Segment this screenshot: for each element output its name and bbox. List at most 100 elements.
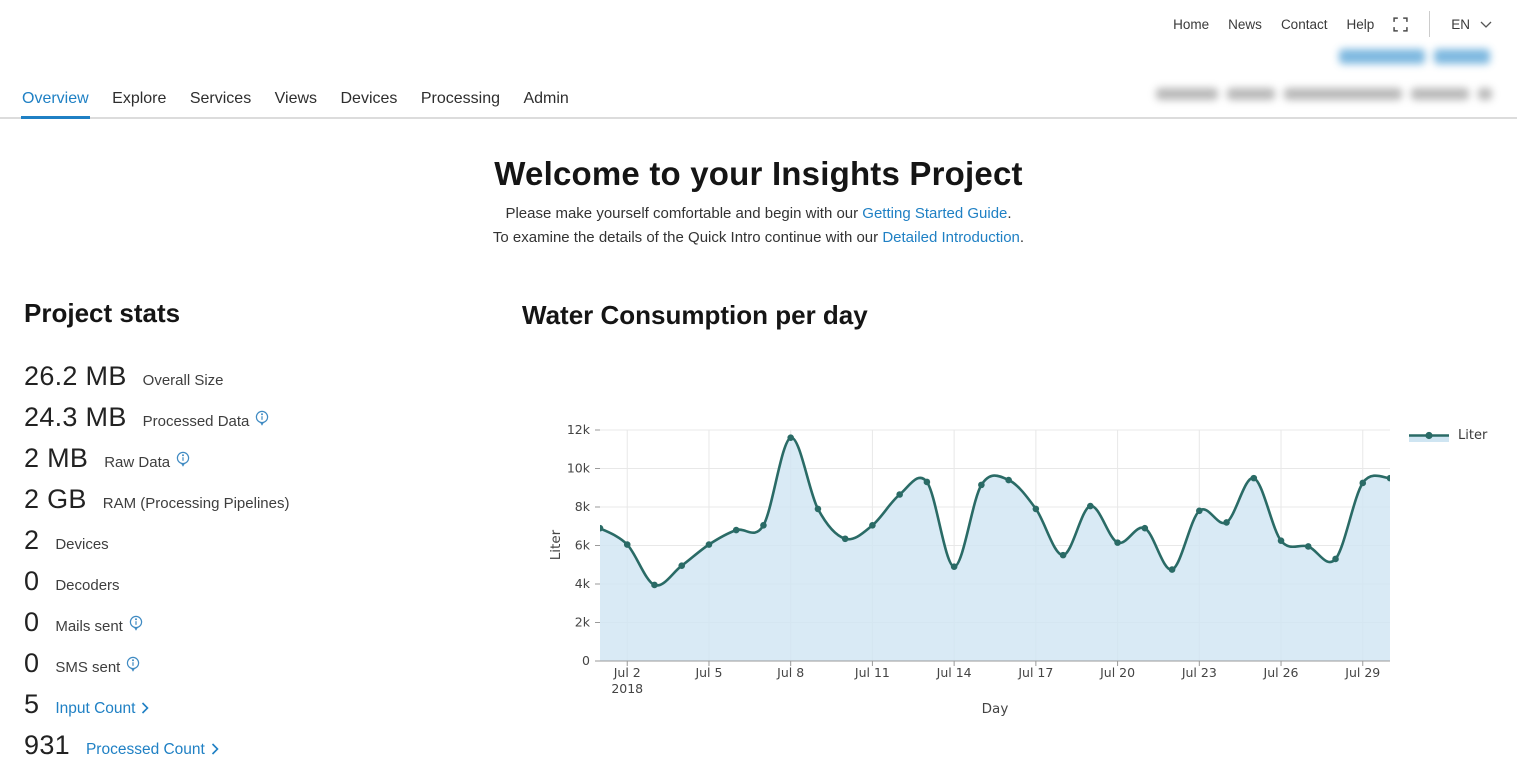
svg-text:Jul 11: Jul 11 [854, 665, 890, 680]
stat-value: 0 [24, 648, 40, 678]
stat-label-text: Devices [55, 536, 109, 553]
stat-label-text: Input Count [55, 700, 136, 717]
topbar-link-home[interactable]: Home [1173, 16, 1210, 32]
stat-row: 2 Devices [24, 525, 504, 566]
tab-devices[interactable]: Devices [340, 90, 398, 107]
topbar-divider [1429, 11, 1431, 37]
svg-text:Day: Day [982, 701, 1009, 717]
project-stats-list: 26.2 MB Overall Size 24.3 MB Processed Data… [24, 361, 504, 771]
svg-text:12k: 12k [567, 422, 591, 437]
stat-label: Overall Size [143, 372, 224, 389]
welcome-line-2: To examine the details of the Quick Intr… [0, 230, 1517, 245]
svg-text:Jul 20: Jul 20 [1099, 665, 1135, 680]
stat-label-text: Mails sent [55, 618, 123, 635]
stat-label-text: Raw Data [104, 454, 171, 471]
stat-row: 5 Input Count [24, 689, 504, 730]
stat-value: 5 [24, 689, 40, 719]
chart-title: Water Consumption per day [522, 300, 868, 330]
page-title: Welcome to your Insights Project [494, 155, 1023, 192]
svg-text:2018: 2018 [611, 681, 643, 696]
stat-label-text: RAM (Processing Pipelines) [102, 495, 290, 512]
fullscreen-icon[interactable] [1393, 16, 1408, 32]
stat-value: 0 [24, 566, 40, 596]
info-tooltip-icon[interactable] [255, 410, 269, 431]
redacted-text-blob [1411, 88, 1469, 100]
tab-overview[interactable]: Overview [21, 88, 90, 119]
stat-row: 0 Decoders [24, 566, 504, 607]
tab-explore[interactable]: Explore [112, 90, 167, 107]
topbar-link-news[interactable]: News [1228, 16, 1262, 32]
tab-services[interactable]: Services [189, 90, 252, 107]
stat-label-link[interactable]: Input Count [55, 700, 150, 718]
stat-value: 2 GB [24, 484, 87, 514]
stat-row: 0 SMS sent [24, 648, 504, 689]
water-consumption-chart: 0 2k 4k 6k 8k 10k 12k Jul 2 2018 Jul 5 Jul 8 Jul 11… [540, 405, 1490, 745]
welcome-line2-text: To examine the details of the Quick Intr… [492, 229, 883, 246]
redacted-project-info [1156, 88, 1492, 100]
redacted-text-blob [1478, 88, 1492, 100]
svg-text:4k: 4k [575, 576, 591, 591]
stat-row: 24.3 MB Processed Data [24, 402, 504, 443]
legend-line-icon [1409, 431, 1449, 442]
chart-legend[interactable]: Liter [1407, 428, 1487, 443]
stat-label: Devices [55, 536, 108, 553]
chevron-right-icon [211, 741, 219, 759]
stat-value: 0 [24, 607, 40, 637]
svg-text:0: 0 [582, 653, 590, 668]
stat-label-text: SMS sent [55, 659, 121, 676]
redacted-user-name[interactable] [1339, 49, 1490, 64]
main-nav: Overview Explore Services Views Devices … [0, 88, 1517, 119]
stat-label: Decoders [55, 577, 119, 594]
stat-row: 2 MB Raw Data [24, 443, 504, 484]
stat-row: 2 GB RAM (Processing Pipelines) [24, 484, 504, 525]
project-stats-heading: Project stats [24, 298, 181, 328]
topbar-links: Home News Contact Help EN [1173, 11, 1492, 37]
svg-text:Jul 23: Jul 23 [1181, 665, 1217, 680]
svg-text:6k: 6k [575, 538, 591, 553]
stat-label-link[interactable]: Processed Count [86, 741, 219, 759]
redacted-text-blob [1284, 88, 1402, 100]
stat-row: 931 Processed Count [24, 730, 504, 771]
stat-label-text: Processed Count [85, 741, 205, 758]
language-label: EN [1451, 16, 1470, 32]
stat-label-text: Overall Size [142, 372, 224, 389]
stat-value: 2 [24, 525, 40, 555]
svg-text:2k: 2k [575, 615, 591, 630]
stat-row: 26.2 MB Overall Size [24, 361, 504, 402]
stat-value: 24.3 MB [24, 402, 127, 432]
redacted-text-blob [1156, 88, 1218, 100]
info-tooltip-icon[interactable] [126, 656, 140, 677]
stat-value: 931 [24, 730, 70, 760]
welcome-section: Welcome to your Insights Project Please … [0, 155, 1517, 245]
redacted-text-blob [1227, 88, 1275, 100]
stat-label-text: Processed Data [142, 413, 250, 430]
topbar-link-help[interactable]: Help [1346, 16, 1375, 32]
svg-text:Liter: Liter [548, 529, 564, 560]
stat-value: 2 MB [24, 443, 89, 473]
language-selector[interactable]: EN [1451, 17, 1492, 32]
tab-admin[interactable]: Admin [523, 90, 569, 107]
svg-text:Jul 2: Jul 2 [613, 665, 641, 680]
tab-views[interactable]: Views [274, 90, 318, 107]
svg-text:Jul 17: Jul 17 [1017, 665, 1053, 680]
detailed-introduction-link[interactable]: Detailed Introduction [882, 229, 1020, 246]
info-tooltip-icon[interactable] [176, 451, 190, 472]
stat-label: Raw Data [104, 450, 190, 471]
welcome-line2-period: . [1019, 229, 1025, 246]
legend-label: Liter [1458, 428, 1488, 443]
chevron-down-icon [1480, 21, 1492, 28]
stat-label-text: Decoders [55, 577, 120, 594]
tab-processing[interactable]: Processing [420, 90, 501, 107]
stat-label: RAM (Processing Pipelines) [103, 495, 290, 512]
stat-label: SMS sent [55, 655, 140, 676]
topbar: Home News Contact Help EN [0, 0, 1517, 40]
svg-text:Jul 14: Jul 14 [936, 665, 972, 680]
getting-started-guide-link[interactable]: Getting Started Guide [862, 205, 1008, 222]
svg-text:Jul 29: Jul 29 [1344, 665, 1380, 680]
topbar-link-contact[interactable]: Contact [1280, 16, 1328, 32]
redacted-text-blob [1339, 49, 1425, 64]
info-tooltip-icon[interactable] [129, 615, 143, 636]
stat-label: Processed Data [143, 409, 270, 430]
svg-text:Jul 5: Jul 5 [694, 665, 722, 680]
